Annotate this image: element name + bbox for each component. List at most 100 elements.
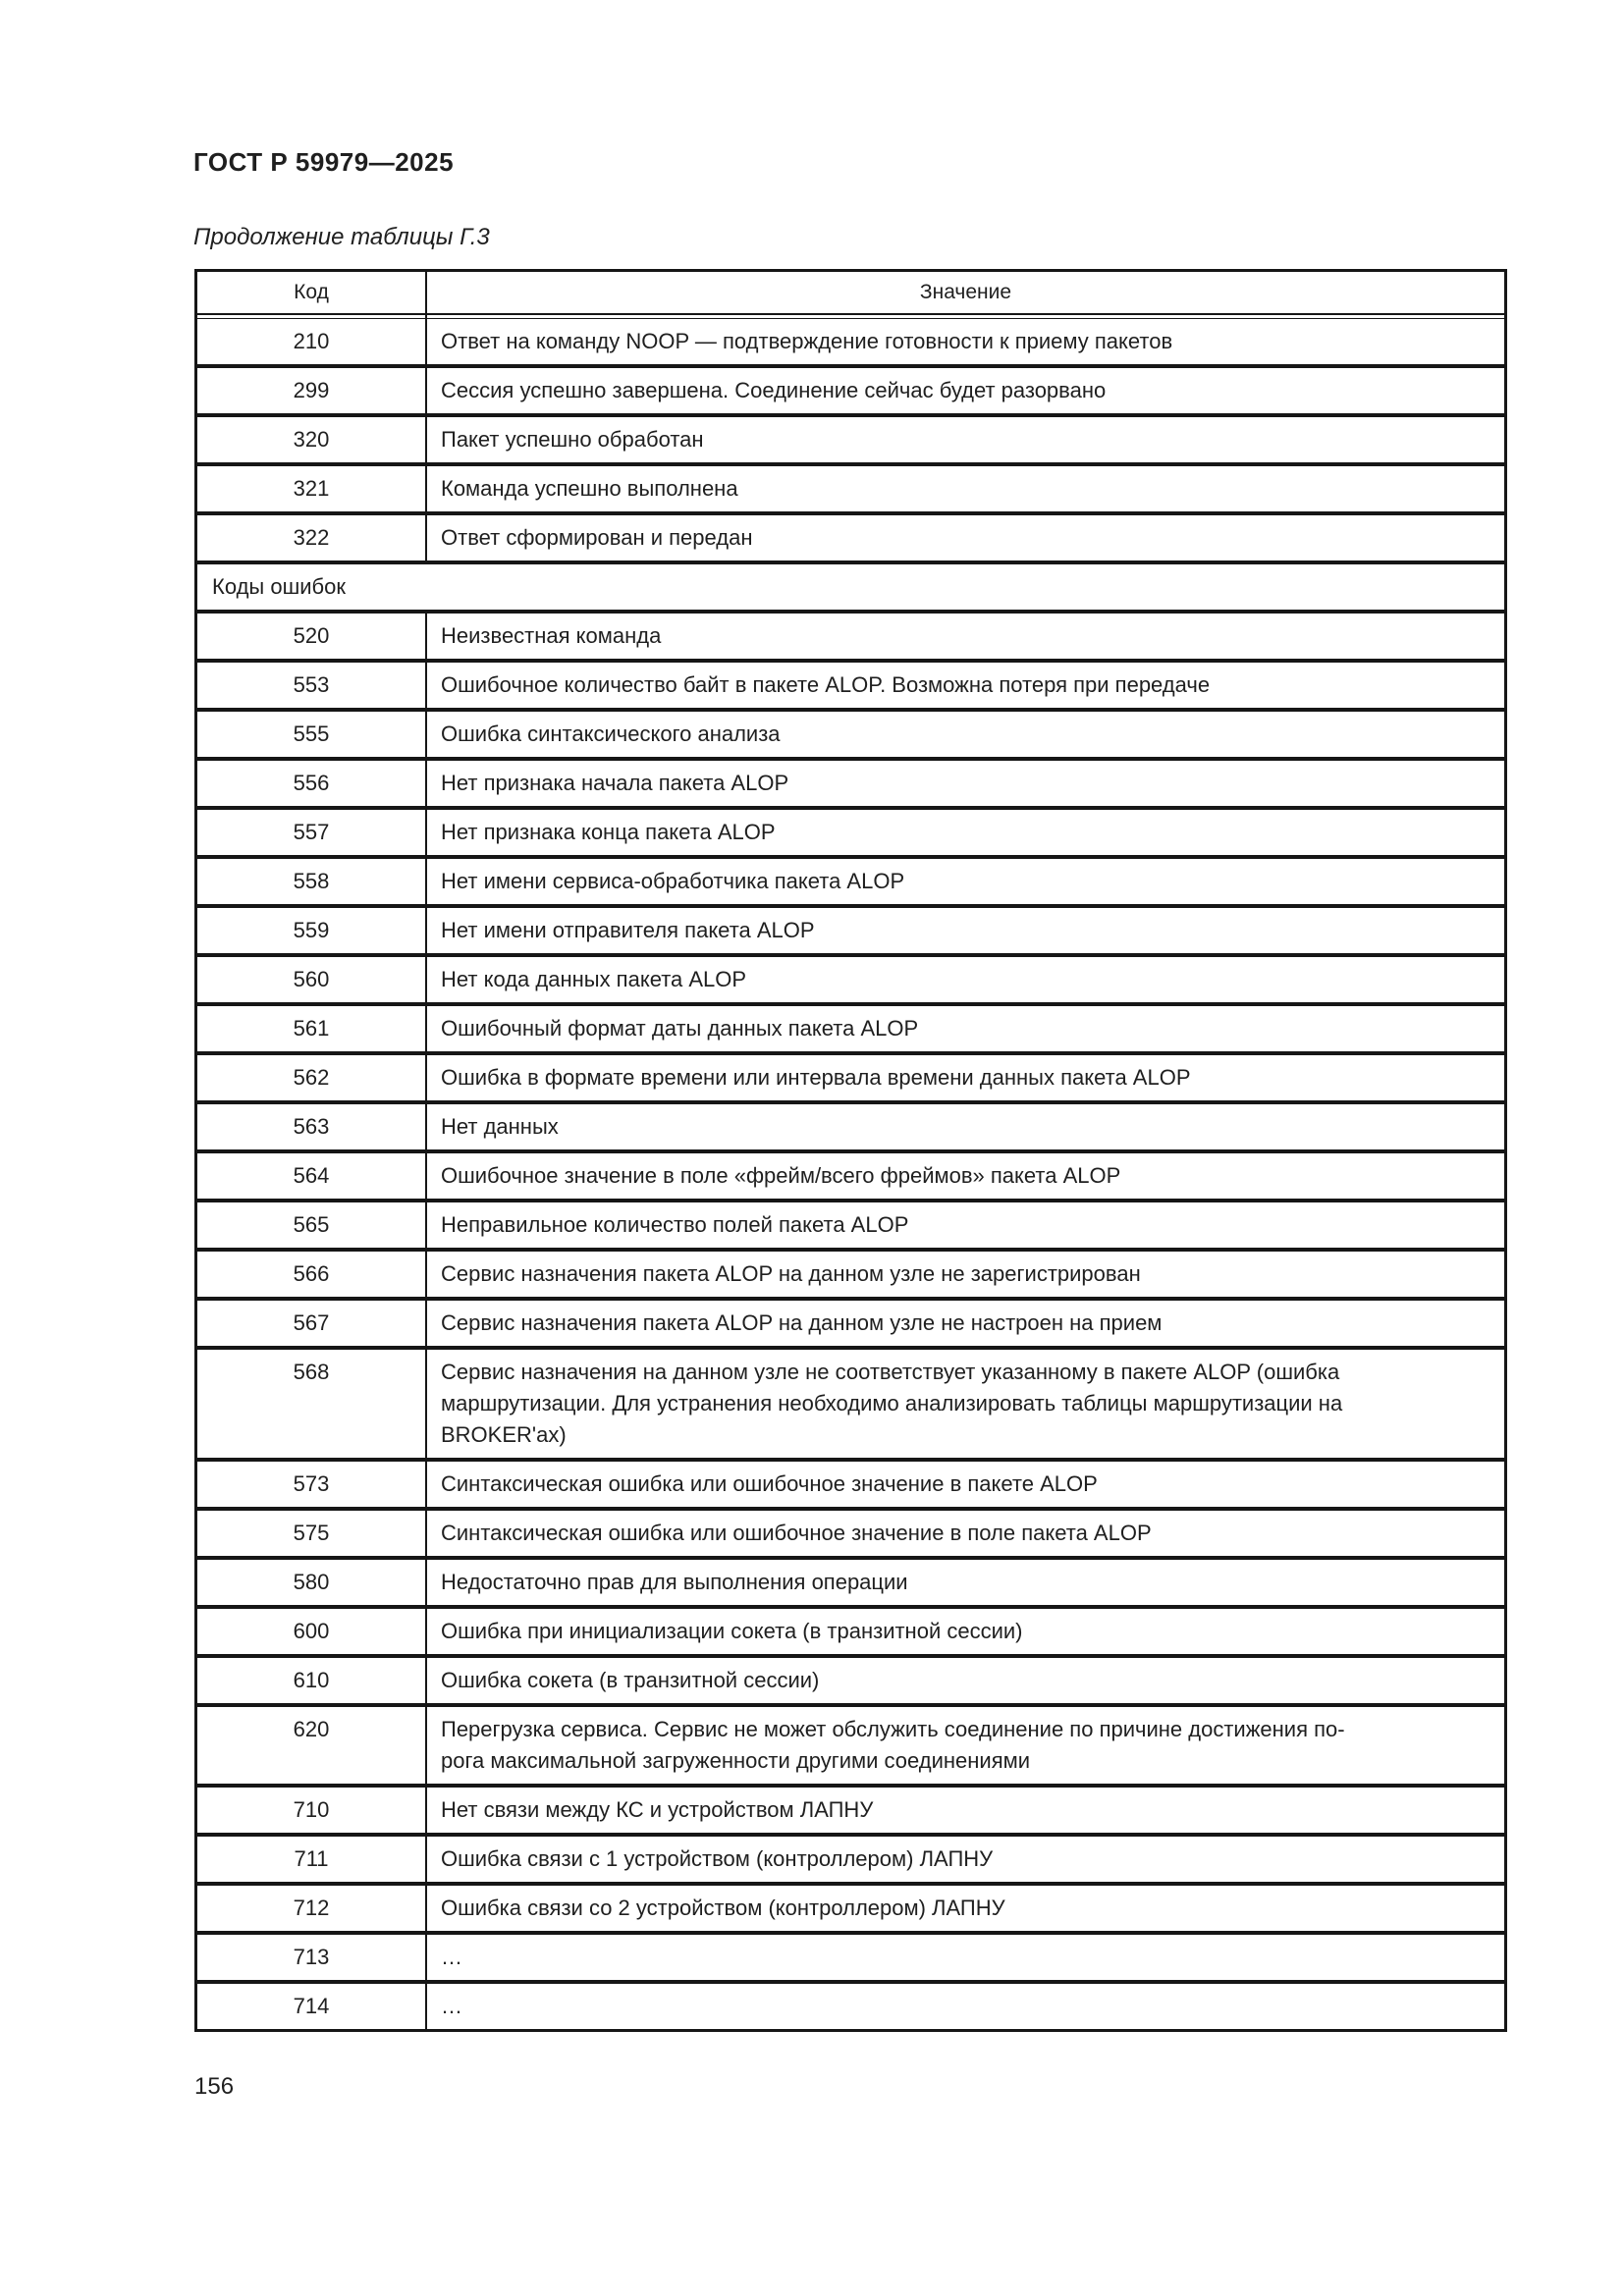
code-cell: 565 bbox=[293, 1212, 330, 1237]
table-row: 561 Ошибочный формат даты данных пакета A… bbox=[197, 1006, 1504, 1055]
value-cell: Сессия успешно завершена. Соединение сей… bbox=[425, 368, 1504, 413]
table-row: 299 Сессия успешно завершена. Соединение … bbox=[197, 368, 1504, 417]
table-row: 563 Нет данных bbox=[197, 1104, 1504, 1153]
value-cell: Перегрузка сервиса. Сервис не может обсл… bbox=[425, 1707, 1504, 1784]
table-row: 520 Неизвестная команда bbox=[197, 614, 1504, 663]
section-row: Коды ошибок bbox=[197, 564, 1504, 614]
table-row: 712 Ошибка связи со 2 устройством (контро… bbox=[197, 1886, 1504, 1935]
page-number: 156 bbox=[194, 2073, 235, 2100]
value-cell: Ответ на команду NOOP — подтверждение го… bbox=[425, 319, 1504, 364]
value-cell: Нет признака конца пакета ALOP bbox=[425, 810, 1504, 855]
code-cell: 563 bbox=[293, 1114, 330, 1139]
code-cell: 600 bbox=[293, 1619, 330, 1643]
value-cell: Недостаточно прав для выполнения операци… bbox=[425, 1560, 1504, 1605]
value-cell: Неизвестная команда bbox=[425, 614, 1504, 659]
table-row: 568 Сервис назначения на данном узле не с… bbox=[197, 1350, 1504, 1462]
table-row: 565 Неправильное количество полей пакета … bbox=[197, 1202, 1504, 1252]
value-cell: Нет связи между КС и устройством ЛАПНУ bbox=[425, 1788, 1504, 1833]
value-cell: Сервис назначения пакета ALOP на данном … bbox=[425, 1301, 1504, 1346]
table-row: 573 Синтаксическая ошибка или ошибочное з… bbox=[197, 1462, 1504, 1511]
code-cell: 299 bbox=[293, 378, 330, 402]
value-cell: Ошибка сокета (в транзитной сессии) bbox=[425, 1658, 1504, 1703]
value-cell: Синтаксическая ошибка или ошибочное знач… bbox=[425, 1462, 1504, 1507]
code-cell: 210 bbox=[293, 329, 330, 353]
code-cell: 566 bbox=[293, 1261, 330, 1286]
value-cell: Ошибка связи со 2 устройством (контролле… bbox=[425, 1886, 1504, 1931]
table-row: 556 Нет признака начала пакета ALOP bbox=[197, 761, 1504, 810]
code-cell: 711 bbox=[294, 1846, 329, 1871]
table-row: 600 Ошибка при инициализации сокета (в тр… bbox=[197, 1609, 1504, 1658]
value-cell: Сервис назначения пакета ALOP на данном … bbox=[425, 1252, 1504, 1297]
code-cell: 573 bbox=[293, 1471, 330, 1496]
value-cell: Ошибка при инициализации сокета (в транз… bbox=[425, 1609, 1504, 1654]
value-cell: Ошибка синтаксического анализа bbox=[425, 712, 1504, 757]
table-row: 713 … bbox=[197, 1935, 1504, 1984]
table-row: 711 Ошибка связи с 1 устройством (контрол… bbox=[197, 1837, 1504, 1886]
code-cell: 556 bbox=[293, 771, 330, 795]
table-row: 566 Сервис назначения пакета ALOP на данн… bbox=[197, 1252, 1504, 1301]
code-cell: 322 bbox=[293, 525, 330, 550]
table-row: 714 … bbox=[197, 1984, 1504, 2029]
code-cell: 320 bbox=[293, 427, 330, 452]
code-cell: 567 bbox=[293, 1310, 330, 1335]
code-cell: 321 bbox=[293, 476, 330, 501]
table-row: 559 Нет имени отправителя пакета ALOP bbox=[197, 908, 1504, 957]
code-cell: 564 bbox=[293, 1163, 330, 1188]
table-row: 322 Ответ сформирован и передан bbox=[197, 515, 1504, 564]
code-cell: 553 bbox=[293, 672, 330, 697]
table-caption: Продолжение таблицы Г.3 bbox=[193, 224, 490, 250]
value-cell: Ответ сформирован и передан bbox=[425, 515, 1504, 561]
table-body: 210 Ответ на команду NOOP — подтверждение… bbox=[197, 319, 1504, 2029]
column-header-code: Код bbox=[294, 281, 329, 303]
table-row: 560 Нет кода данных пакета ALOP bbox=[197, 957, 1504, 1006]
value-cell: Сервис назначения на данном узле не соот… bbox=[425, 1350, 1504, 1458]
code-cell: 560 bbox=[293, 967, 330, 991]
value-cell: … bbox=[425, 1935, 1504, 1980]
value-cell: Нет имени сервиса-обработчика пакета ALO… bbox=[425, 859, 1504, 904]
table-row: 710 Нет связи между КС и устройством ЛАПН… bbox=[197, 1788, 1504, 1837]
section-label: Коды ошибок bbox=[212, 574, 346, 599]
code-cell: 561 bbox=[293, 1016, 330, 1041]
value-cell: … bbox=[425, 1984, 1504, 2029]
table-row: 557 Нет признака конца пакета ALOP bbox=[197, 810, 1504, 859]
code-cell: 714 bbox=[293, 1994, 330, 2018]
code-cell: 555 bbox=[293, 721, 330, 746]
code-cell: 562 bbox=[293, 1065, 330, 1090]
table-row: 558 Нет имени сервиса-обработчика пакета … bbox=[197, 859, 1504, 908]
table-row: 555 Ошибка синтаксического анализа bbox=[197, 712, 1504, 761]
table-row: 575 Синтаксическая ошибка или ошибочное з… bbox=[197, 1511, 1504, 1560]
table-row: 562 Ошибка в формате времени или интервал… bbox=[197, 1055, 1504, 1104]
value-cell: Нет признака начала пакета ALOP bbox=[425, 761, 1504, 806]
value-cell: Ошибочный формат даты данных пакета ALOP bbox=[425, 1006, 1504, 1051]
table-row: 320 Пакет успешно обработан bbox=[197, 417, 1504, 466]
standard-code-heading: ГОСТ Р 59979—2025 bbox=[193, 147, 455, 177]
value-cell: Неправильное количество полей пакета ALO… bbox=[425, 1202, 1504, 1248]
value-cell: Ошибка связи с 1 устройством (контроллер… bbox=[425, 1837, 1504, 1882]
header-double-rule-left bbox=[197, 315, 425, 318]
value-cell: Ошибка в формате времени или интервала в… bbox=[425, 1055, 1504, 1100]
table-row: 580 Недостаточно прав для выполнения опер… bbox=[197, 1560, 1504, 1609]
table-row: 564 Ошибочное значение в поле «фрейм/всег… bbox=[197, 1153, 1504, 1202]
code-cell: 713 bbox=[293, 1945, 330, 1969]
code-cell: 710 bbox=[293, 1797, 330, 1822]
table-row: 321 Команда успешно выполнена bbox=[197, 466, 1504, 515]
table-row: 620 Перегрузка сервиса. Сервис не может о… bbox=[197, 1707, 1504, 1788]
column-header-value: Значение bbox=[425, 272, 1504, 313]
table-row: 553 Ошибочное количество байт в пакете AL… bbox=[197, 663, 1504, 712]
table-row: 610 Ошибка сокета (в транзитной сессии) bbox=[197, 1658, 1504, 1707]
code-cell: 568 bbox=[293, 1360, 330, 1384]
value-cell: Нет имени отправителя пакета ALOP bbox=[425, 908, 1504, 953]
value-cell: Пакет успешно обработан bbox=[425, 417, 1504, 462]
codes-table: Код Значение 210 Ответ на команду NOOP — … bbox=[194, 269, 1507, 2032]
code-cell: 575 bbox=[293, 1521, 330, 1545]
code-cell: 610 bbox=[293, 1668, 330, 1692]
value-cell: Нет данных bbox=[425, 1104, 1504, 1149]
value-cell: Синтаксическая ошибка или ошибочное знач… bbox=[425, 1511, 1504, 1556]
code-cell: 557 bbox=[293, 820, 330, 844]
header-double-rule bbox=[197, 315, 1504, 319]
code-cell: 580 bbox=[293, 1570, 330, 1594]
value-cell: Ошибочное количество байт в пакете ALOP.… bbox=[425, 663, 1504, 708]
code-cell: 712 bbox=[293, 1896, 330, 1920]
code-cell: 558 bbox=[293, 869, 330, 893]
